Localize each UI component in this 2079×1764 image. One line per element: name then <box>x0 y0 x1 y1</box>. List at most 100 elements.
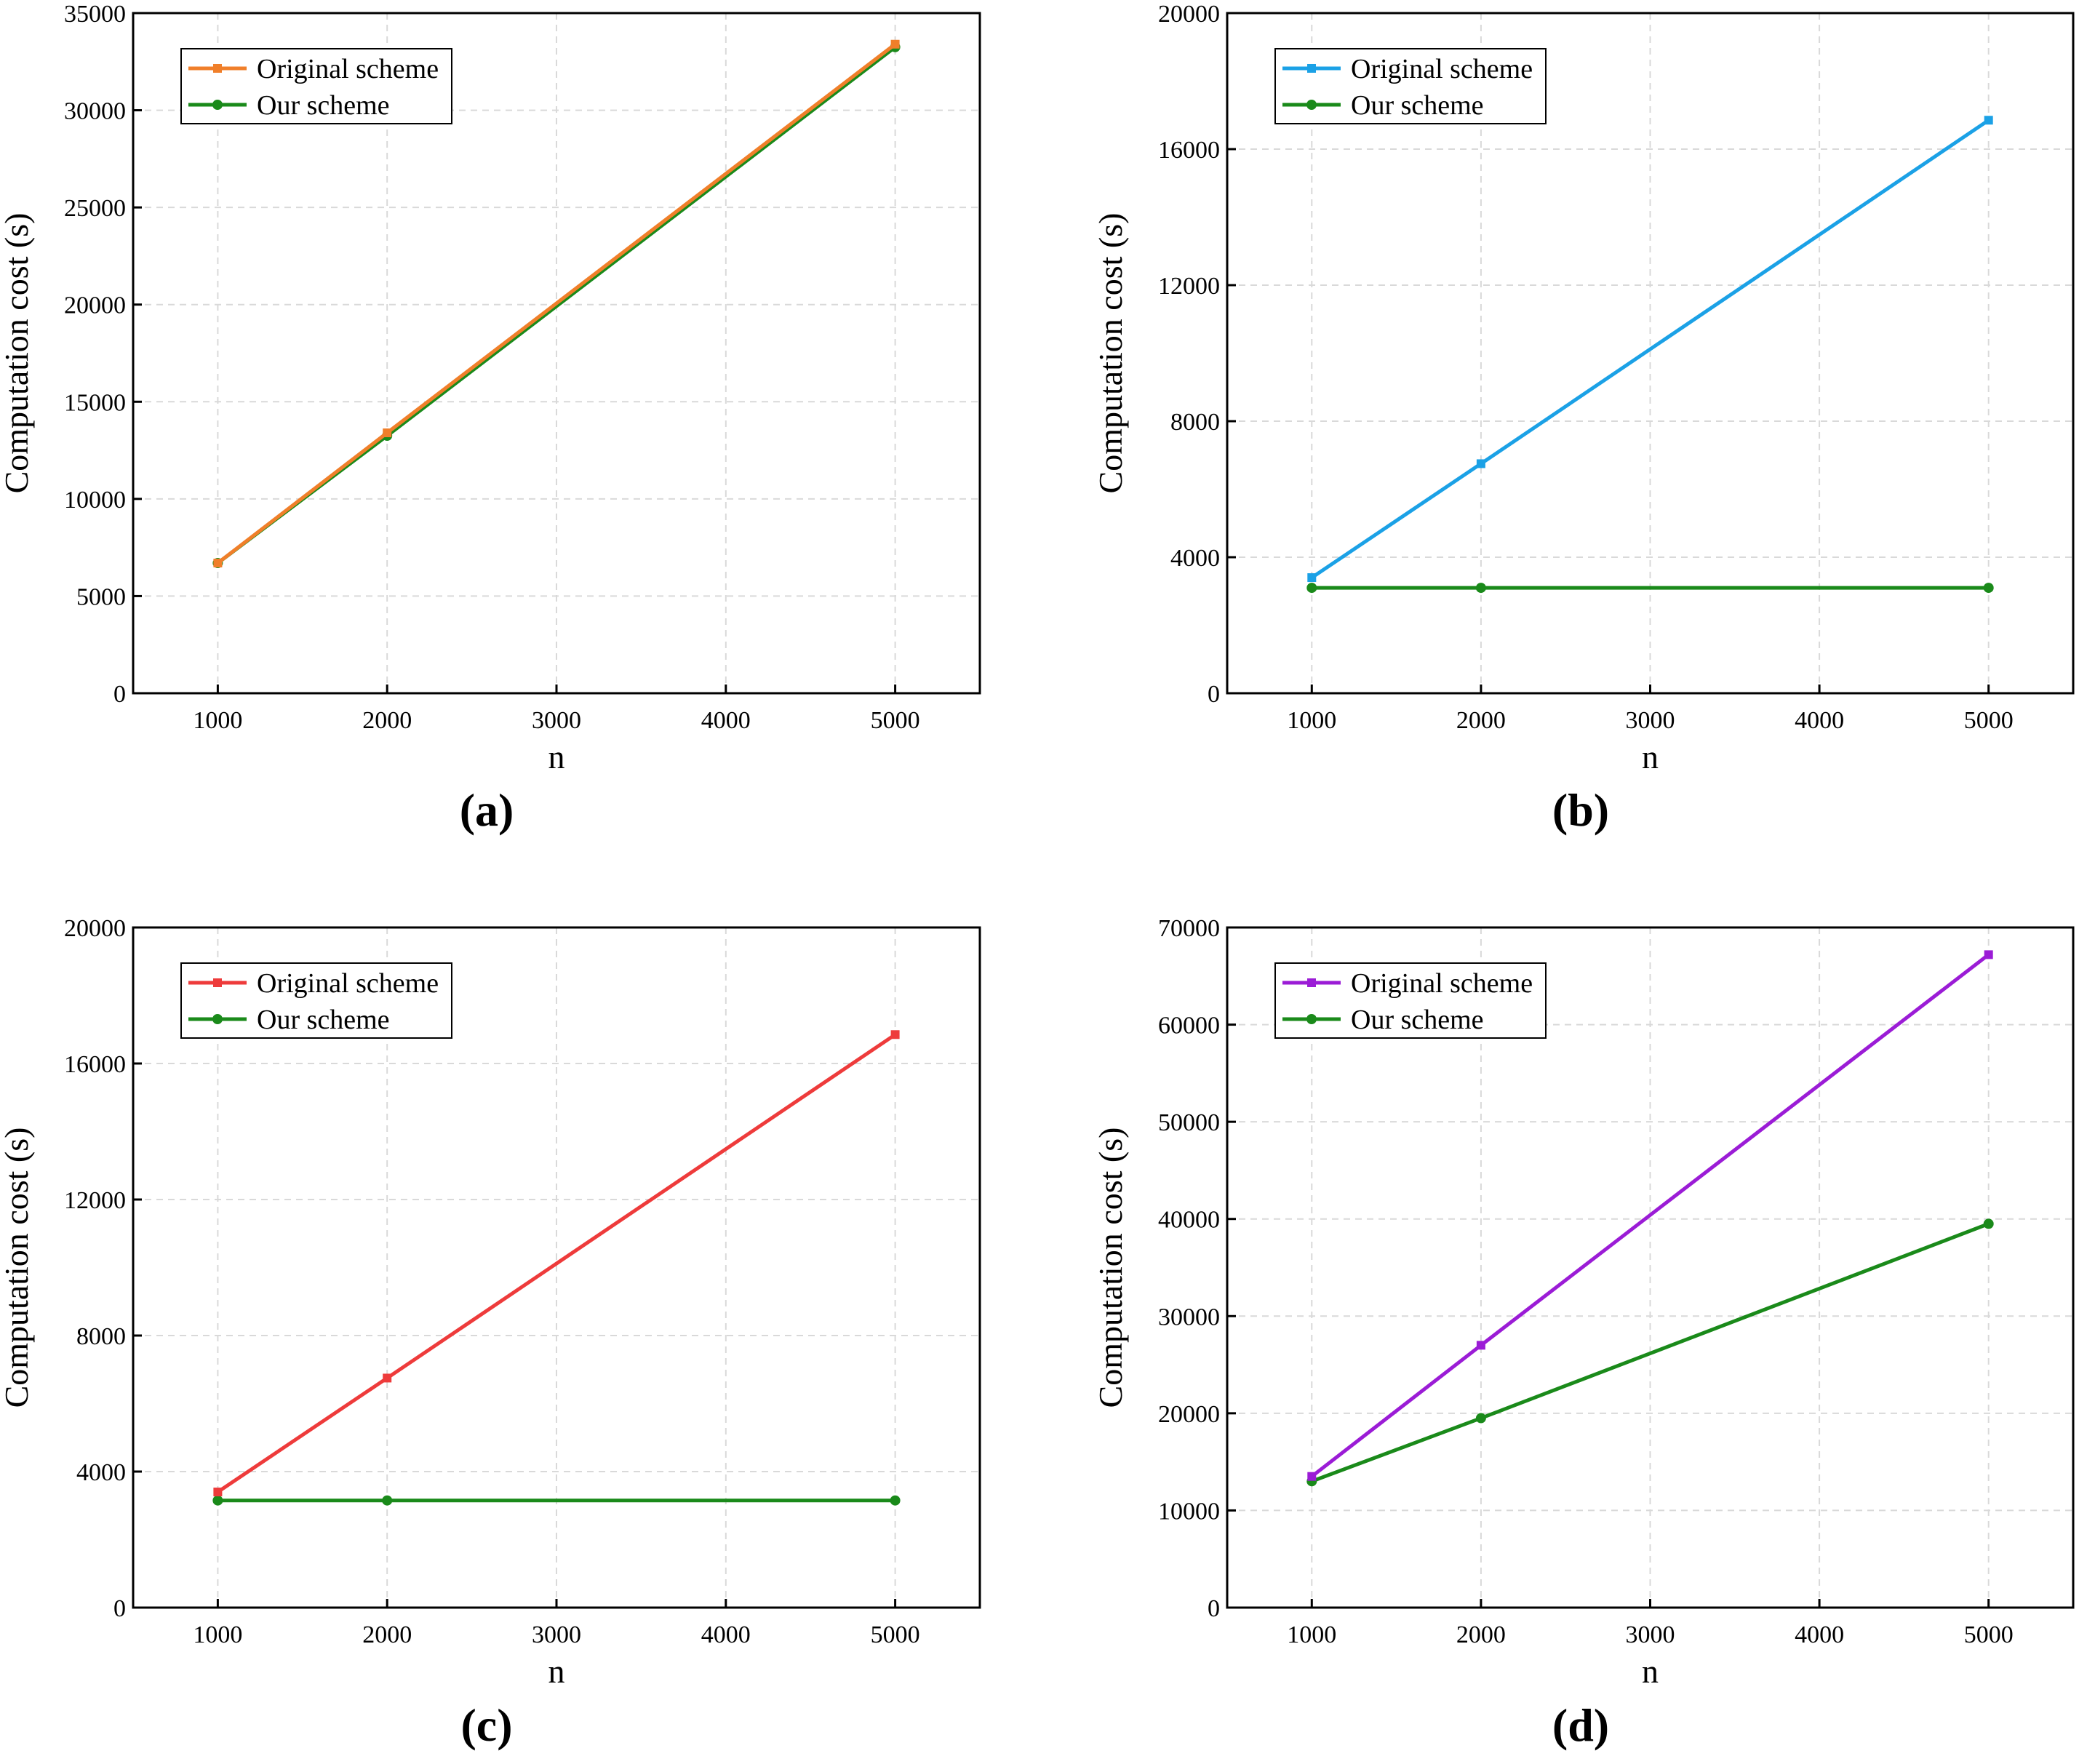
y-tick-label: 70000 <box>1158 915 1220 942</box>
y-tick-label: 4000 <box>76 1459 126 1486</box>
legend: Original scheme Our scheme <box>1274 962 1547 1039</box>
panel-label: (c) <box>460 1699 512 1751</box>
x-tick-label: 2000 <box>1456 1621 1506 1648</box>
y-tick-label: 50000 <box>1158 1109 1220 1136</box>
x-tick-label: 1000 <box>193 1621 242 1648</box>
data-point-original-scheme <box>1307 573 1317 583</box>
x-tick-label: 3000 <box>1626 707 1675 734</box>
legend-marker-square <box>213 978 222 987</box>
legend-box <box>180 962 452 1039</box>
y-tick-label: 12000 <box>1158 273 1220 300</box>
panel-label: (d) <box>1552 1699 1609 1751</box>
data-point-original-scheme <box>890 1030 900 1039</box>
y-axis-title: Computation cost (s) <box>1092 1128 1129 1408</box>
y-axis-title: Computation cost (s) <box>0 1128 35 1408</box>
x-tick-label: 3000 <box>532 1621 581 1648</box>
legend-label: Original scheme <box>1351 968 1533 999</box>
data-point-our-scheme <box>212 1495 223 1506</box>
legend-label: Our scheme <box>257 1005 390 1035</box>
plot-frame <box>1226 12 2075 695</box>
panel-label: (b) <box>1552 784 1609 836</box>
x-tick-label: 1000 <box>193 707 242 734</box>
chart-panel-1: 1000 2000 3000 4000 5000 0 5000 10000 15000 20000… <box>0 1 981 836</box>
legend-label: Original scheme <box>257 968 439 999</box>
x-tick-label: 4000 <box>1795 707 1844 734</box>
y-tick-label: 35000 <box>64 1 126 28</box>
legend-box <box>1274 48 1547 124</box>
legend: Original scheme Our scheme <box>180 48 452 124</box>
data-point-original-scheme <box>213 559 223 568</box>
data-point-original-scheme <box>1476 1341 1485 1350</box>
data-point-our-scheme <box>1983 583 1994 594</box>
data-point-original-scheme <box>1984 116 1993 125</box>
legend-label: Original scheme <box>257 54 439 84</box>
data-point-our-scheme <box>382 1495 393 1506</box>
y-tick-label: 4000 <box>1170 545 1220 572</box>
y-tick-label: 60000 <box>1158 1013 1220 1039</box>
y-tick-label: 20000 <box>64 915 126 942</box>
x-tick-label: 4000 <box>1795 1621 1844 1648</box>
data-point-our-scheme <box>1475 583 1486 594</box>
y-tick-label: 20000 <box>1158 1 1220 28</box>
y-tick-label: 16000 <box>64 1051 126 1078</box>
data-point-our-scheme <box>1306 583 1317 594</box>
plot-frame <box>132 12 981 695</box>
legend-marker-square <box>213 64 222 73</box>
x-tick-label: 5000 <box>1964 707 2014 734</box>
y-tick-label: 8000 <box>1170 409 1220 436</box>
legend-marker-square <box>1307 64 1316 73</box>
y-tick-label: 5000 <box>76 583 126 610</box>
legend-label: Original scheme <box>1351 54 1533 84</box>
y-tick-label: 40000 <box>1158 1207 1220 1234</box>
x-tick-label: 5000 <box>871 707 920 734</box>
data-point-our-scheme <box>890 1495 901 1506</box>
x-axis-title: n <box>1642 738 1659 775</box>
data-point-original-scheme <box>213 1488 223 1497</box>
data-point-our-scheme <box>1983 1218 1994 1229</box>
x-axis-title: n <box>548 1653 565 1690</box>
y-tick-label: 30000 <box>1158 1304 1220 1330</box>
legend-label: Our scheme <box>1351 1005 1484 1035</box>
chart-panel-3: 1000 2000 3000 4000 5000 0 4000 8000 12000 16000 2… <box>0 915 981 1751</box>
legend-marker-circle <box>212 1014 223 1024</box>
y-tick-label: 0 <box>113 1595 126 1622</box>
legend-label: Our scheme <box>1351 90 1484 121</box>
y-tick-label: 30000 <box>64 98 126 125</box>
y-tick-label: 0 <box>113 681 126 708</box>
x-tick-label: 1000 <box>1287 1621 1336 1648</box>
x-axis-title: n <box>1642 1653 1659 1690</box>
data-point-original-scheme <box>1476 459 1485 468</box>
x-tick-label: 4000 <box>701 707 751 734</box>
legend: Original scheme Our scheme <box>1274 48 1547 124</box>
data-point-original-scheme <box>383 1373 392 1383</box>
y-tick-label: 16000 <box>1158 137 1220 164</box>
x-tick-label: 4000 <box>701 1621 751 1648</box>
y-tick-label: 25000 <box>64 195 126 222</box>
y-tick-label: 20000 <box>64 292 126 319</box>
legend-marker-circle <box>1306 100 1317 110</box>
y-tick-label: 10000 <box>1158 1498 1220 1525</box>
data-point-original-scheme <box>383 428 392 438</box>
x-tick-label: 1000 <box>1287 707 1336 734</box>
legend-box <box>1274 962 1547 1039</box>
x-tick-label: 2000 <box>362 707 412 734</box>
legend-label: Our scheme <box>257 90 390 121</box>
data-point-original-scheme <box>1984 950 1993 959</box>
x-tick-label: 3000 <box>532 707 581 734</box>
y-tick-label: 0 <box>1208 681 1220 708</box>
data-point-our-scheme <box>1475 1413 1486 1424</box>
chart-panel-2: 1000 2000 3000 4000 5000 0 4000 8000 12000 16000 2… <box>1092 1 2075 836</box>
panel-label: (a) <box>460 784 514 836</box>
y-tick-label: 20000 <box>1158 1401 1220 1428</box>
y-tick-label: 8000 <box>76 1323 126 1350</box>
data-point-original-scheme <box>1307 1472 1317 1481</box>
y-tick-label: 15000 <box>64 389 126 416</box>
x-tick-label: 3000 <box>1626 1621 1675 1648</box>
x-tick-label: 5000 <box>871 1621 920 1648</box>
y-tick-label: 0 <box>1208 1595 1220 1622</box>
y-tick-label: 12000 <box>64 1187 126 1214</box>
y-axis-title: Computation cost (s) <box>1092 213 1129 494</box>
data-point-original-scheme <box>890 39 900 49</box>
x-tick-label: 5000 <box>1964 1621 2014 1648</box>
